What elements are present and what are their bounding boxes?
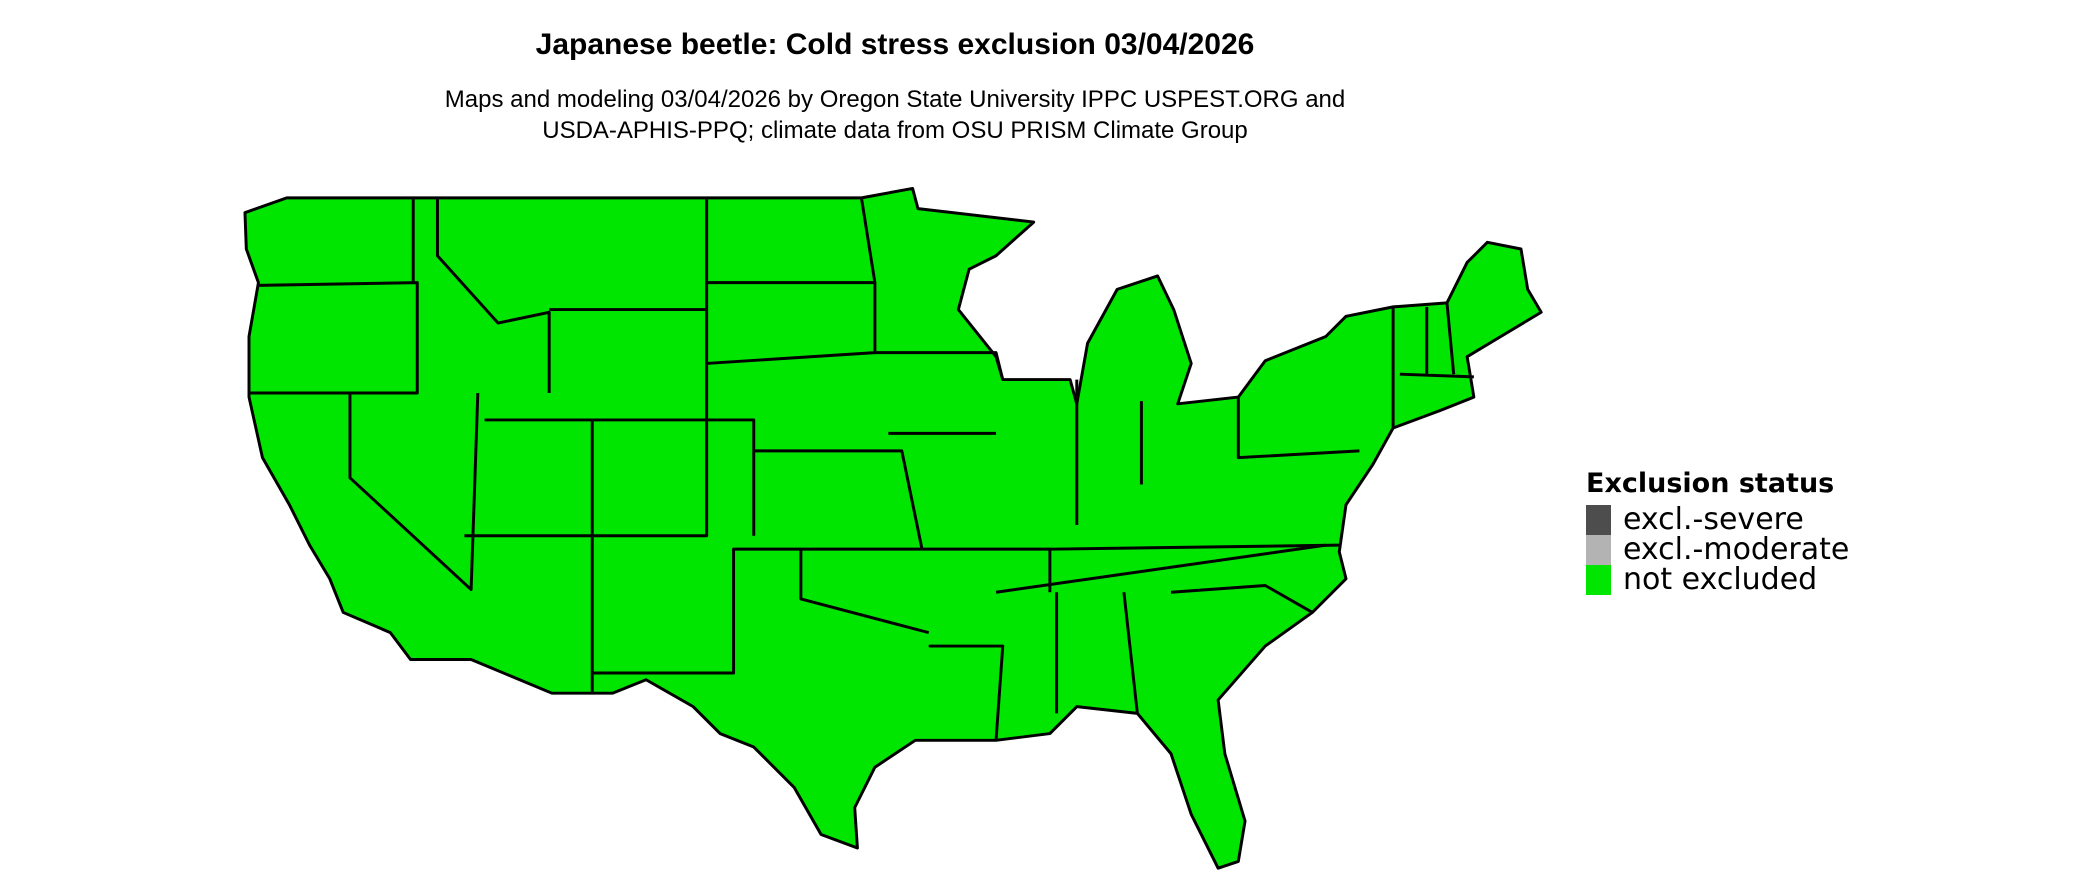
map-subtitle-line-1: Maps and modeling 03/04/2026 by Oregon S… — [444, 86, 1346, 113]
legend-swatch-not-excluded — [1586, 565, 1611, 595]
legend-swatch-severe — [1586, 505, 1611, 535]
legend-label: excl.-moderate — [1623, 532, 1850, 567]
legend-label: excl.-severe — [1623, 502, 1804, 537]
us-outline — [243, 186, 1543, 870]
legend-item-severe: excl.-severe — [1586, 505, 1849, 535]
legend-swatch-moderate — [1586, 535, 1611, 565]
legend-label: not excluded — [1623, 562, 1818, 597]
map-title: Japanese beetle: Cold stress exclusion 0… — [535, 28, 1255, 61]
legend: Exclusion status excl.-severe excl.-mode… — [1586, 468, 1849, 595]
legend-item-not-excluded: not excluded — [1586, 565, 1849, 595]
legend-item-moderate: excl.-moderate — [1586, 535, 1849, 565]
map-subtitle-line-2: USDA-APHIS-PPQ; climate data from OSU PR… — [542, 117, 1248, 144]
legend-title: Exclusion status — [1586, 468, 1835, 499]
state-borders — [249, 197, 1474, 741]
